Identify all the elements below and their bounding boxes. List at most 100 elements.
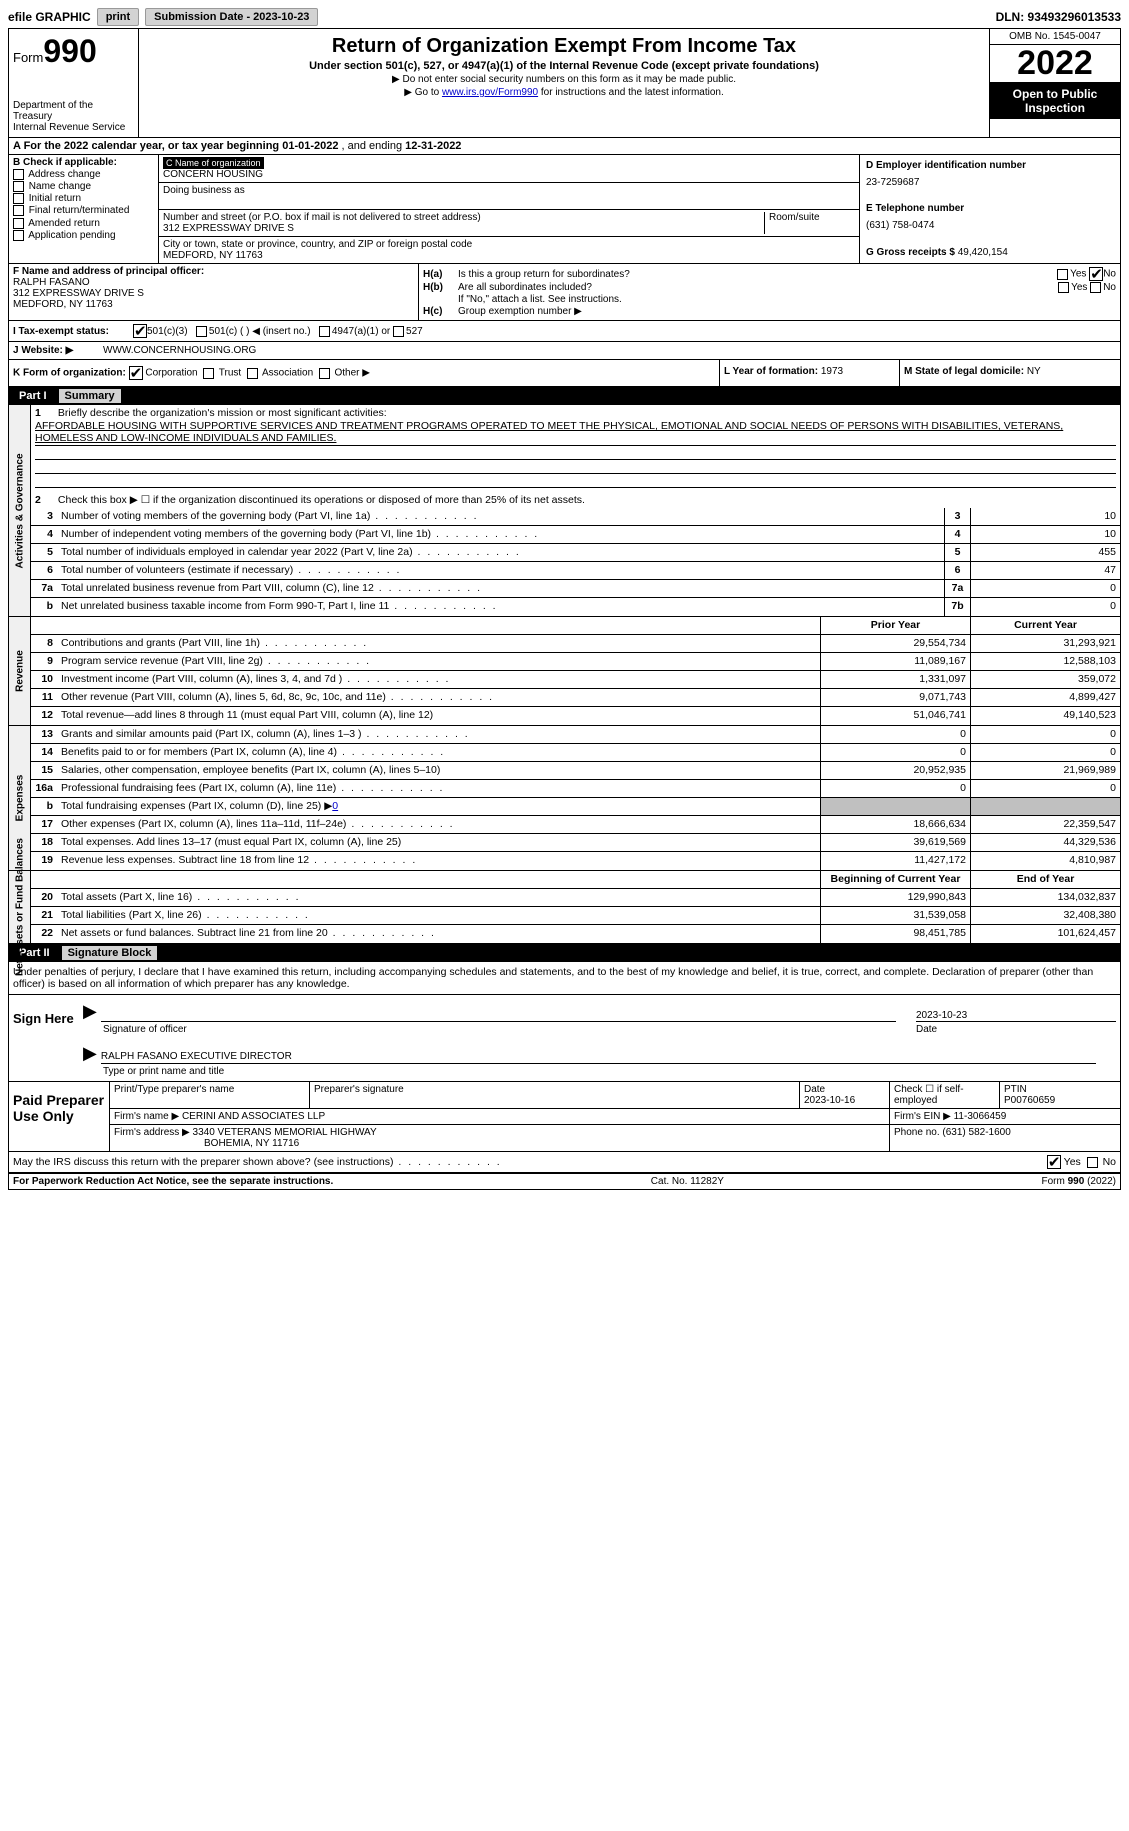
chk-assoc[interactable] [247, 368, 258, 379]
expenses-section: Expenses 13Grants and similar amounts pa… [9, 726, 1120, 871]
irs-discuss-row: May the IRS discuss this return with the… [9, 1152, 1120, 1173]
exp-line-14: 14Benefits paid to or for members (Part … [31, 744, 1120, 762]
org-name: CONCERN HOUSING [163, 169, 263, 180]
officer-signature[interactable] [101, 1020, 896, 1022]
header-mid: Return of Organization Exempt From Incom… [139, 29, 990, 137]
dept-label: Department of the Treasury [13, 100, 134, 122]
chk-trust[interactable] [203, 368, 214, 379]
officer-name: RALPH FASANO [13, 277, 90, 288]
gov-line-7b: bNet unrelated business taxable income f… [31, 598, 1120, 616]
ein-value: 23-7259687 [866, 177, 1114, 188]
prep-row-3: Firm's address ▶ 3340 VETERANS MEMORIAL … [110, 1125, 1120, 1151]
chk-527[interactable] [393, 326, 404, 337]
vert-revenue: Revenue [9, 617, 31, 725]
note-link: ▶ Go to www.irs.gov/Form990 for instruct… [145, 87, 983, 98]
rev-line-12: 12Total revenue—add lines 8 through 11 (… [31, 707, 1120, 725]
open-public-badge: Open to Public Inspection [990, 83, 1120, 119]
chk-501c[interactable] [196, 326, 207, 337]
row-i-tax-status: I Tax-exempt status: 501(c)(3) 501(c) ( … [9, 321, 1120, 342]
form-number: Form990 [13, 33, 134, 70]
chk-address[interactable]: Address change [13, 169, 154, 180]
website-url: WWW.CONCERNHOUSING.ORG [103, 345, 256, 356]
chk-initial[interactable]: Initial return [13, 193, 154, 204]
page-footer: For Paperwork Reduction Act Notice, see … [9, 1173, 1120, 1189]
row-k-form-org: K Form of organization: Corporation Trus… [9, 360, 1120, 387]
discuss-yes[interactable] [1047, 1155, 1061, 1169]
state-domicile: NY [1027, 366, 1041, 377]
section-b-c-d: B Check if applicable: Address change Na… [9, 155, 1120, 264]
form-subtitle: Under section 501(c), 527, or 4947(a)(1)… [145, 60, 983, 72]
print-button[interactable]: print [97, 8, 139, 26]
arrow-icon: ▶ [83, 1043, 97, 1064]
firm-ein: 11-3066459 [954, 1111, 1007, 1122]
signature-intro: Under penalties of perjury, I declare th… [9, 962, 1120, 995]
dln-label: DLN: 93493296013533 [996, 10, 1121, 24]
ptin-value: P00760659 [1004, 1095, 1055, 1106]
sig-date: 2023-10-23 [916, 1010, 1116, 1022]
chk-4947[interactable] [319, 326, 330, 337]
sign-here-label: Sign Here [9, 995, 79, 1081]
vert-net-assets: Net Assets or Fund Balances [9, 871, 31, 943]
phone-value: (631) 758-0474 [866, 220, 1114, 231]
chk-name[interactable]: Name change [13, 181, 154, 192]
chk-501c3[interactable] [133, 324, 147, 338]
chk-corp[interactable] [129, 366, 143, 380]
tax-year: 2022 [990, 45, 1120, 83]
discuss-no[interactable] [1087, 1157, 1098, 1168]
exp-line-18: 18Total expenses. Add lines 13–17 (must … [31, 834, 1120, 852]
exp-line-16a: 16aProfessional fundraising fees (Part I… [31, 780, 1120, 798]
city-cell: City or town, state or province, country… [159, 237, 859, 263]
exp-line-19: 19Revenue less expenses. Subtract line 1… [31, 852, 1120, 870]
exp-line-16b: bTotal fundraising expenses (Part IX, co… [31, 798, 1120, 816]
vert-governance: Activities & Governance [9, 405, 31, 616]
gov-line-3: 3Number of voting members of the governi… [31, 508, 1120, 526]
rev-header: Prior YearCurrent Year [31, 617, 1120, 635]
gross-receipts: 49,420,154 [958, 247, 1008, 258]
b-title: B Check if applicable: [13, 157, 117, 168]
net-line-22: 22Net assets or fund balances. Subtract … [31, 925, 1120, 943]
hb-no[interactable] [1090, 282, 1101, 293]
street-address: 312 EXPRESSWAY DRIVE S [163, 223, 294, 234]
ha-no[interactable] [1089, 267, 1103, 281]
gov-line-5: 5Total number of individuals employed in… [31, 544, 1120, 562]
rev-line-8: 8Contributions and grants (Part VIII, li… [31, 635, 1120, 653]
firm-phone: (631) 582-1600 [942, 1127, 1010, 1138]
omb-number: OMB No. 1545-0047 [990, 29, 1120, 45]
top-toolbar: efile GRAPHIC print Submission Date - 20… [8, 8, 1121, 26]
exp-line-13: 13Grants and similar amounts paid (Part … [31, 726, 1120, 744]
paid-preparer-block: Paid Preparer Use Only Print/Type prepar… [9, 1082, 1120, 1152]
row-f-h: F Name and address of principal officer:… [9, 264, 1120, 321]
chk-pending[interactable]: Application pending [13, 230, 154, 241]
submission-date: Submission Date - 2023-10-23 [145, 8, 318, 26]
col-f-officer: F Name and address of principal officer:… [9, 264, 419, 320]
part-ii-header: Part II Signature Block [9, 944, 1120, 962]
exp-line-15: 15Salaries, other compensation, employee… [31, 762, 1120, 780]
firm-name: CERINI AND ASSOCIATES LLP [182, 1111, 325, 1122]
row-j-website: J Website: ▶ WWW.CONCERNHOUSING.ORG [9, 342, 1120, 360]
col-b-checkboxes: B Check if applicable: Address change Na… [9, 155, 159, 263]
room-suite: Room/suite [765, 212, 855, 234]
header-left: Form990 Department of the Treasury Inter… [9, 29, 139, 137]
form-header: Form990 Department of the Treasury Inter… [9, 29, 1120, 138]
revenue-section: Revenue Prior YearCurrent Year 8Contribu… [9, 617, 1120, 726]
exp-line-17: 17Other expenses (Part IX, column (A), l… [31, 816, 1120, 834]
form-title: Return of Organization Exempt From Incom… [145, 35, 983, 58]
street-cell: Number and street (or P.O. box if mail i… [159, 210, 859, 237]
col-h-group: H(a)Is this a group return for subordina… [419, 264, 1120, 320]
chk-amended[interactable]: Amended return [13, 218, 154, 229]
chk-final[interactable]: Final return/terminated [13, 205, 154, 216]
year-formation: 1973 [821, 366, 843, 377]
mission-block: 1 Briefly describe the organization's mi… [31, 405, 1120, 508]
header-right: OMB No. 1545-0047 2022 Open to Public In… [990, 29, 1120, 137]
gov-line-7a: 7aTotal unrelated business revenue from … [31, 580, 1120, 598]
net-line-21: 21Total liabilities (Part X, line 26)31,… [31, 907, 1120, 925]
rev-line-9: 9Program service revenue (Part VIII, lin… [31, 653, 1120, 671]
irs-link[interactable]: www.irs.gov/Form990 [442, 87, 538, 98]
row-a-tax-year: A For the 2022 calendar year, or tax yea… [9, 138, 1120, 155]
ha-yes[interactable] [1057, 269, 1068, 280]
hb-yes[interactable] [1058, 282, 1069, 293]
col-c-org-info: C Name of organization CONCERN HOUSING D… [159, 155, 860, 263]
arrow-icon: ▶ [83, 1001, 97, 1022]
col-d-ein: D Employer identification number 23-7259… [860, 155, 1120, 263]
chk-other[interactable] [319, 368, 330, 379]
